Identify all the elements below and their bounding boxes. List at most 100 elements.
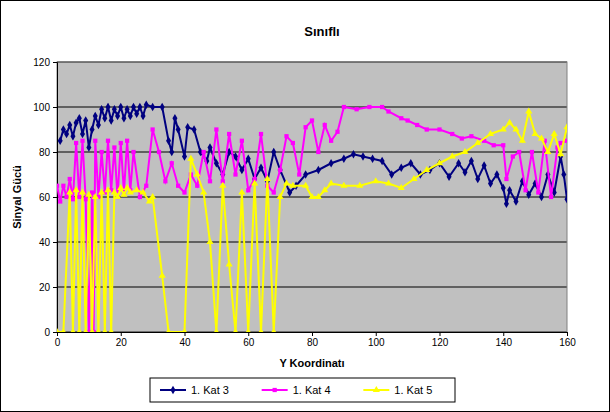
legend: 1. Kat 31. Kat 41. Kat 5	[150, 378, 455, 402]
series-marker	[207, 143, 212, 152]
series-marker	[360, 152, 365, 161]
series-marker	[525, 107, 532, 113]
series-marker	[92, 193, 99, 199]
series-marker	[447, 172, 452, 181]
series-marker	[399, 116, 403, 120]
x-tick-label: 0	[55, 337, 61, 348]
legend-marker	[273, 388, 277, 392]
series-marker	[93, 112, 98, 121]
x-tick: 140	[495, 332, 512, 348]
series-marker	[462, 168, 467, 177]
series-marker	[208, 179, 212, 183]
series-marker	[194, 170, 201, 176]
grid-line	[57, 242, 567, 243]
series-marker	[144, 184, 148, 188]
y-axis: 020406080100120	[33, 57, 57, 338]
x-tick: 20	[116, 332, 128, 348]
grid	[57, 62, 567, 332]
x-tick: 160	[559, 332, 576, 348]
series-marker	[112, 145, 116, 149]
series-marker	[144, 100, 149, 109]
y-tick: 100	[33, 102, 57, 113]
y-tick-mark	[53, 152, 57, 153]
series-marker	[77, 114, 82, 123]
series-marker	[104, 186, 111, 192]
series-marker	[278, 168, 282, 172]
series-marker	[68, 177, 72, 181]
series-marker	[532, 130, 539, 136]
series-marker	[367, 105, 371, 109]
series-marker	[214, 159, 219, 168]
series-marker	[386, 109, 390, 113]
series-marker	[258, 163, 263, 172]
series-marker	[118, 103, 123, 112]
series-marker	[102, 114, 107, 123]
series-marker	[83, 116, 88, 125]
series-marker	[456, 159, 461, 168]
series-marker	[523, 188, 527, 192]
series-marker	[233, 172, 237, 176]
series-marker	[246, 188, 250, 192]
series-marker	[239, 166, 244, 175]
series-marker	[335, 130, 339, 134]
series-marker	[329, 139, 333, 143]
x-tick-mark	[248, 332, 249, 336]
series-marker	[206, 238, 213, 244]
series-marker	[84, 197, 88, 201]
x-tick-mark	[121, 332, 122, 336]
series-marker	[563, 123, 567, 129]
series-marker	[329, 159, 334, 168]
y-tick: 20	[39, 282, 57, 293]
series-marker	[469, 134, 473, 138]
x-axis-line	[58, 333, 568, 337]
y-tick-mark	[53, 197, 57, 198]
series-marker	[124, 184, 131, 190]
x-tick-mark	[567, 332, 568, 336]
x-tick-label: 100	[368, 337, 385, 348]
series-marker	[76, 328, 83, 332]
series-marker	[436, 159, 443, 165]
series-marker	[506, 119, 513, 125]
series-marker	[159, 272, 166, 278]
series-marker	[98, 188, 105, 194]
series-marker	[137, 103, 142, 112]
x-axis-title: Y Koordinatı	[279, 357, 344, 369]
series-marker	[139, 188, 146, 194]
x-tick-label: 20	[116, 337, 128, 348]
series-marker	[408, 159, 413, 168]
series-marker	[101, 328, 108, 332]
series-marker	[61, 184, 65, 188]
series-marker	[399, 163, 404, 172]
series-marker	[109, 116, 114, 125]
series-marker	[561, 170, 566, 179]
series-marker	[482, 161, 487, 170]
series-marker	[316, 166, 321, 175]
y-tick-label: 60	[39, 192, 51, 203]
series-marker	[272, 190, 276, 194]
y-tick: 0	[44, 327, 57, 338]
series-marker	[74, 141, 78, 145]
series-marker	[517, 150, 521, 154]
series-marker	[356, 182, 363, 188]
series-marker	[185, 123, 190, 132]
series-marker	[469, 157, 474, 166]
legend-item: 1. Kat 4	[262, 384, 331, 396]
series-marker	[321, 186, 328, 192]
x-tick: 60	[243, 332, 255, 348]
series-marker	[141, 112, 146, 121]
series-marker	[69, 328, 76, 332]
series-marker	[150, 103, 155, 112]
series-marker	[166, 136, 171, 145]
series-marker	[257, 328, 264, 332]
series-marker	[106, 139, 110, 143]
series-marker	[170, 161, 174, 165]
series-marker	[66, 188, 73, 194]
series-marker	[398, 184, 405, 190]
series-marker	[176, 184, 180, 188]
x-tick-label: 60	[243, 337, 255, 348]
series-marker	[117, 184, 124, 190]
series-marker	[246, 154, 251, 163]
series-marker	[214, 127, 218, 131]
series-marker	[57, 328, 61, 332]
series-marker	[410, 175, 417, 181]
